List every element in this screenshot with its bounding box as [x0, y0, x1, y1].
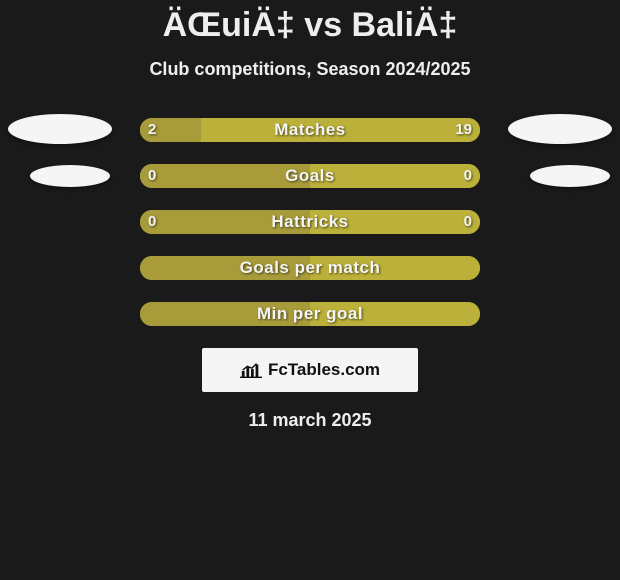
stat-row-goals: 0 Goals 0: [0, 164, 620, 188]
right-value: 0: [464, 164, 472, 188]
bar-matches: 2 Matches 19: [140, 118, 480, 142]
right-value: 0: [464, 210, 472, 234]
bar-min-per-goal: Min per goal: [140, 302, 480, 326]
stat-row-min-per-goal: Min per goal: [0, 302, 620, 326]
stat-row-goals-per-match: Goals per match: [0, 256, 620, 280]
bar-label: Min per goal: [140, 302, 480, 326]
bar-label: Hattricks: [140, 210, 480, 234]
bar-hattricks: 0 Hattricks 0: [140, 210, 480, 234]
comparison-bars: 2 Matches 19 0 Goals 0 0 Ha: [0, 118, 620, 326]
stat-row-hattricks: 0 Hattricks 0: [0, 210, 620, 234]
player1-avatar: [8, 114, 112, 144]
bar-label: Goals per match: [140, 256, 480, 280]
player2-avatar-small: [530, 165, 610, 187]
logo-text: FcTables.com: [268, 360, 380, 380]
widget-container: ÄŒuiÄ‡ vs BaliÄ‡ Club competitions, Seas…: [0, 0, 620, 580]
bar-goals: 0 Goals 0: [140, 164, 480, 188]
date-label: 11 march 2025: [0, 410, 620, 431]
right-value: 19: [455, 118, 472, 142]
page-title: ÄŒuiÄ‡ vs BaliÄ‡: [0, 0, 620, 45]
stat-row-matches: 2 Matches 19: [0, 118, 620, 142]
fctables-logo-box[interactable]: FcTables.com: [202, 348, 418, 392]
bar-label: Matches: [140, 118, 480, 142]
subtitle: Club competitions, Season 2024/2025: [0, 59, 620, 80]
player1-avatar-small: [30, 165, 110, 187]
bar-label: Goals: [140, 164, 480, 188]
player2-avatar: [508, 114, 612, 144]
chart-icon: [240, 361, 262, 379]
bar-goals-per-match: Goals per match: [140, 256, 480, 280]
